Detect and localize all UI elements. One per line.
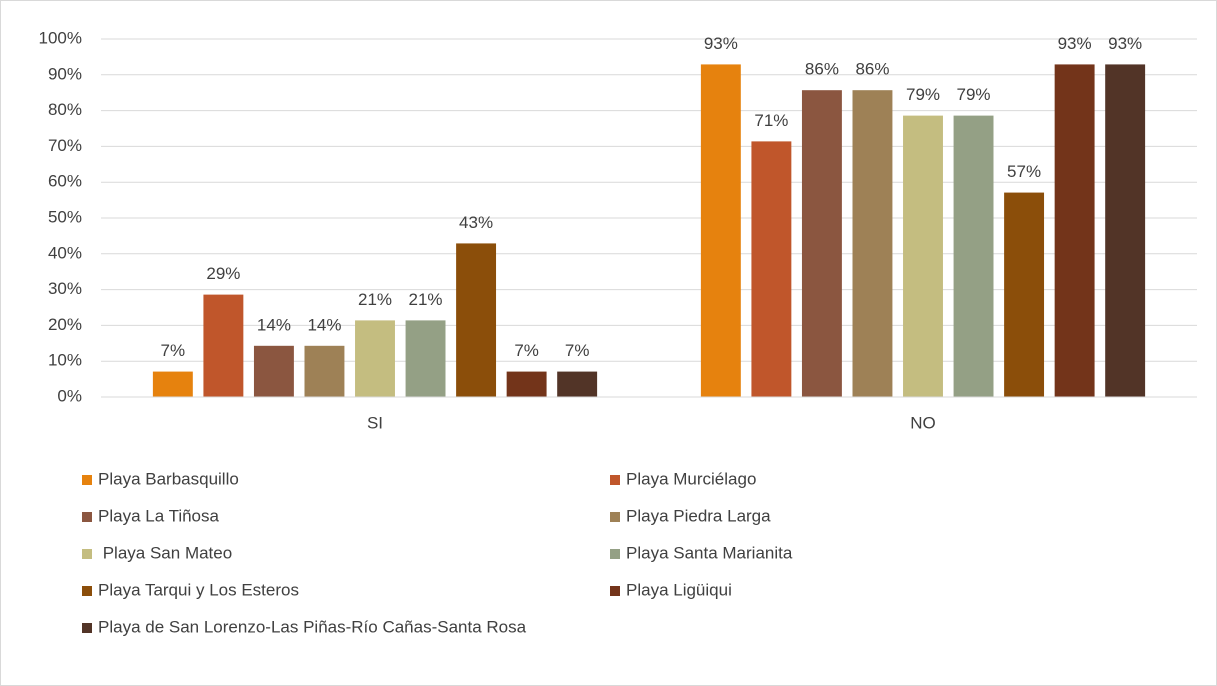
legend-swatch	[610, 475, 620, 485]
bar	[903, 115, 943, 397]
y-tick-label: 0%	[57, 386, 82, 405]
data-label: 86%	[855, 60, 889, 79]
y-tick-label: 80%	[48, 100, 82, 119]
data-label: 93%	[704, 34, 738, 53]
y-tick-label: 20%	[48, 315, 82, 334]
data-label: 86%	[805, 60, 839, 79]
y-tick-label: 70%	[48, 136, 82, 155]
y-tick-label: 30%	[48, 279, 82, 298]
legend-label: Playa Tarqui y Los Esteros	[98, 580, 299, 599]
bar	[152, 371, 193, 397]
bar	[456, 243, 497, 397]
bar	[506, 371, 547, 397]
legend-swatch	[82, 549, 92, 559]
data-label: 7%	[565, 341, 590, 360]
bar	[1054, 64, 1095, 397]
bar	[1105, 64, 1146, 397]
bar	[355, 320, 395, 397]
legend-swatch	[82, 586, 92, 596]
legend-label: Playa Barbasquillo	[98, 469, 239, 488]
x-tick-label: NO	[910, 413, 936, 432]
data-label: 7%	[514, 341, 539, 360]
y-tick-label: 10%	[48, 351, 82, 370]
legend-swatch	[610, 586, 620, 596]
data-label: 93%	[1058, 34, 1092, 53]
bar	[953, 115, 994, 397]
bar	[557, 371, 598, 397]
legend-label: Playa Santa Marianita	[626, 543, 793, 562]
data-label: 21%	[358, 290, 392, 309]
legend-swatch	[82, 512, 92, 522]
bar	[203, 294, 244, 397]
legend-label: Playa Murciélago	[626, 469, 756, 488]
legend-swatch	[610, 549, 620, 559]
legend-label: Playa La Tiñosa	[98, 506, 220, 525]
data-label: 93%	[1108, 34, 1142, 53]
legend-swatch	[82, 475, 92, 485]
y-tick-label: 100%	[39, 28, 82, 47]
y-tick-label: 90%	[48, 64, 82, 83]
data-label: 29%	[206, 264, 240, 283]
y-tick-label: 40%	[48, 243, 82, 262]
bar	[253, 345, 294, 397]
legend-label: Playa San Mateo	[98, 543, 232, 562]
data-label: 57%	[1007, 162, 1041, 181]
data-label: 43%	[459, 213, 493, 232]
y-tick-label: 50%	[48, 207, 82, 226]
legend-label: Playa Piedra Larga	[626, 506, 771, 525]
bar	[1004, 192, 1045, 397]
bar	[700, 64, 741, 397]
data-label: 7%	[161, 341, 186, 360]
y-tick-label: 60%	[48, 172, 82, 191]
legend-swatch	[82, 623, 92, 633]
legend-label: Playa de San Lorenzo-Las Piñas-Río Cañas…	[98, 617, 527, 636]
data-label: 14%	[307, 315, 341, 334]
bar	[852, 90, 893, 397]
data-label: 79%	[957, 85, 991, 104]
data-label: 71%	[754, 111, 788, 130]
data-label: 21%	[409, 290, 443, 309]
bar	[405, 320, 446, 397]
data-label: 79%	[906, 85, 940, 104]
bar	[304, 345, 345, 397]
bar	[751, 141, 792, 397]
x-tick-label: SI	[367, 413, 383, 432]
data-label: 14%	[257, 315, 291, 334]
legend-swatch	[610, 512, 620, 522]
legend-label: Playa Ligüiqui	[626, 580, 732, 599]
bar	[801, 90, 842, 397]
